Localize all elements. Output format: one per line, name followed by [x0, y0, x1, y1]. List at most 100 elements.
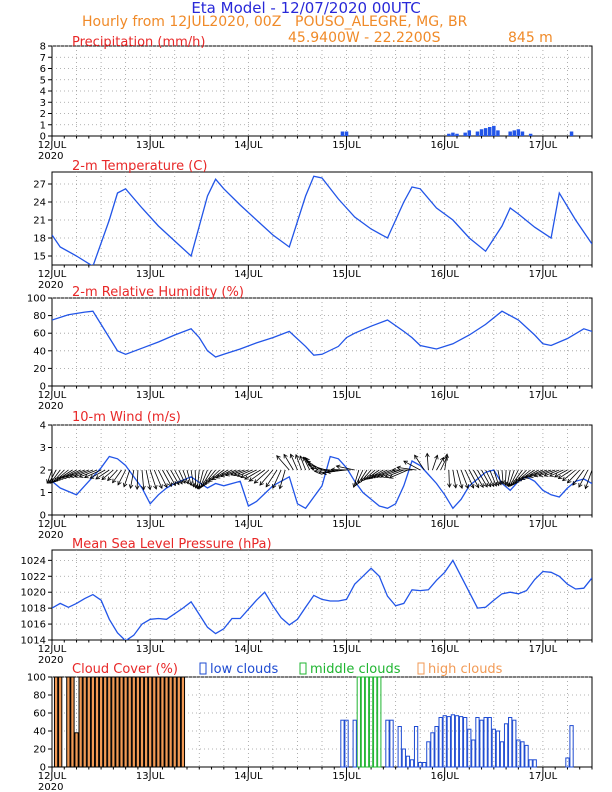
- wind-arrows: [46, 452, 593, 491]
- precip-bar: [479, 129, 484, 136]
- cloud-bar-high-clouds: [156, 676, 161, 768]
- panel-frame: [51, 171, 593, 266]
- precip-bar: [512, 130, 517, 136]
- wind-arrow: [153, 469, 163, 489]
- x-tick-label: 15JUL: [332, 269, 361, 280]
- x-tick-label: 13JUL: [136, 390, 165, 401]
- x-tick-label: 15JUL: [332, 390, 361, 401]
- y-tick-label: 0: [40, 382, 46, 393]
- wind-arrow-head: [117, 480, 122, 486]
- cloud-bar-low-clouds: [512, 719, 517, 768]
- cloud-bar-low-clouds: [495, 730, 501, 768]
- wind-arrow-head: [181, 479, 186, 484]
- cloud-bar-low-clouds: [434, 726, 439, 768]
- cloud-bar-high-clouds: [119, 676, 124, 768]
- x-tick-label: 17JUL: [529, 519, 558, 530]
- cloud-bar-low-clouds: [565, 757, 570, 768]
- wind-arrow-head: [470, 483, 475, 489]
- wind-arrow-head: [128, 484, 134, 490]
- wind-arrow-head: [307, 463, 313, 468]
- wind-arrow-head: [248, 477, 254, 482]
- wind-arrow-head: [204, 479, 210, 485]
- cloud-bar-high-clouds: [78, 676, 83, 768]
- wind-arrow-head: [578, 483, 583, 488]
- wind-arrow-head: [434, 454, 439, 460]
- wind-arrow-head: [503, 481, 508, 487]
- cloud-bar-low-clouds: [516, 739, 521, 768]
- wind-arrow: [366, 469, 380, 480]
- wind-arrow: [240, 469, 257, 478]
- y-tick-label: 40: [33, 727, 46, 738]
- x-tick-label: 16JUL: [430, 140, 459, 151]
- x-tick-label: 14JUL: [234, 519, 263, 530]
- panel-rh: 0 20 40 60 80 100 12JUL 13JUL 14JUL 15JUL 16JUL 17J…: [27, 285, 593, 412]
- wind-arrow: [336, 465, 355, 471]
- figure-title: Eta Model - 12/07/2020 00UTC: [191, 0, 420, 17]
- wind-arrow: [493, 469, 500, 486]
- wind-arrow: [381, 469, 400, 478]
- wind-arrow-head: [373, 473, 379, 478]
- wind-arrow-head: [272, 484, 277, 489]
- legend-entry: low clouds: [210, 662, 279, 677]
- wind-arrow-head: [236, 472, 242, 478]
- cloud-bar-high-clouds: [180, 676, 186, 768]
- wind-arrow: [355, 469, 364, 486]
- wind-arrow-head: [190, 482, 196, 488]
- wind-arrow-head: [69, 473, 75, 478]
- precip-bar: [451, 132, 455, 136]
- wind-arrow: [554, 469, 568, 478]
- legend-swatch: [199, 662, 207, 675]
- wind-arrow: [194, 469, 197, 488]
- precip-bar: [520, 131, 525, 136]
- wind-arrow-head: [184, 479, 190, 485]
- wind-arrow: [117, 469, 126, 486]
- wind-arrow: [452, 469, 457, 488]
- wind-arrow-head: [368, 474, 373, 479]
- cloud-bar-high-clouds: [90, 676, 96, 768]
- precip-bar: [569, 131, 574, 136]
- cloud-bar-low-clouds: [438, 717, 443, 768]
- cloud-bar-low-clouds: [491, 728, 496, 768]
- station-coordinates: 45.9400W - 22.2200S: [288, 30, 441, 46]
- wind-arrow: [497, 469, 502, 485]
- legend-swatch: [417, 662, 425, 675]
- wind-arrow: [314, 469, 335, 472]
- cloud-bar-low-clouds: [499, 741, 505, 768]
- wind-arrow-head: [158, 484, 163, 489]
- y-tick-label: 80: [33, 311, 46, 322]
- x-tick-label: 16JUL: [430, 390, 459, 401]
- wind-arrow: [414, 455, 425, 471]
- y-tick-label: 6: [40, 64, 46, 75]
- x-tick-label: 17JUL: [529, 771, 558, 782]
- wind-arrow-head: [225, 472, 230, 477]
- wind-arrow: [432, 455, 438, 471]
- wind-arrow-head: [391, 467, 397, 473]
- wind-arrow: [326, 469, 347, 473]
- wind-arrow: [186, 469, 192, 486]
- panel-title: 2-m Temperature (C): [72, 159, 207, 174]
- wind-arrow-head: [475, 483, 480, 489]
- wind-arrow: [318, 469, 339, 474]
- wind-arrow: [178, 469, 186, 484]
- cloud-bar-high-clouds: [131, 676, 136, 768]
- wind-arrow-head: [557, 474, 563, 480]
- wind-arrow-head: [188, 481, 193, 487]
- y-tick-label: 1016: [21, 620, 46, 631]
- wind-arrow: [364, 469, 376, 480]
- wind-arrow: [529, 469, 548, 478]
- wind-arrow-head: [202, 481, 208, 487]
- wind-arrow: [62, 469, 81, 479]
- wind-arrow-head: [211, 475, 217, 481]
- wind-arrow: [145, 469, 151, 490]
- cloud-bar-high-clouds: [164, 676, 169, 768]
- x-tick-label: 12JUL: [38, 390, 67, 401]
- wind-arrow-head: [414, 454, 419, 460]
- wind-arrow: [477, 469, 488, 488]
- y-tick-label: 3: [40, 443, 46, 454]
- wind-arrow: [426, 453, 429, 471]
- cloud-bar-low-clouds: [479, 719, 484, 768]
- wind-arrow-head: [549, 472, 554, 477]
- x-tick-label: 14JUL: [234, 644, 263, 655]
- cloud-bar-high-clouds: [94, 676, 100, 768]
- wind-arrow: [436, 457, 444, 471]
